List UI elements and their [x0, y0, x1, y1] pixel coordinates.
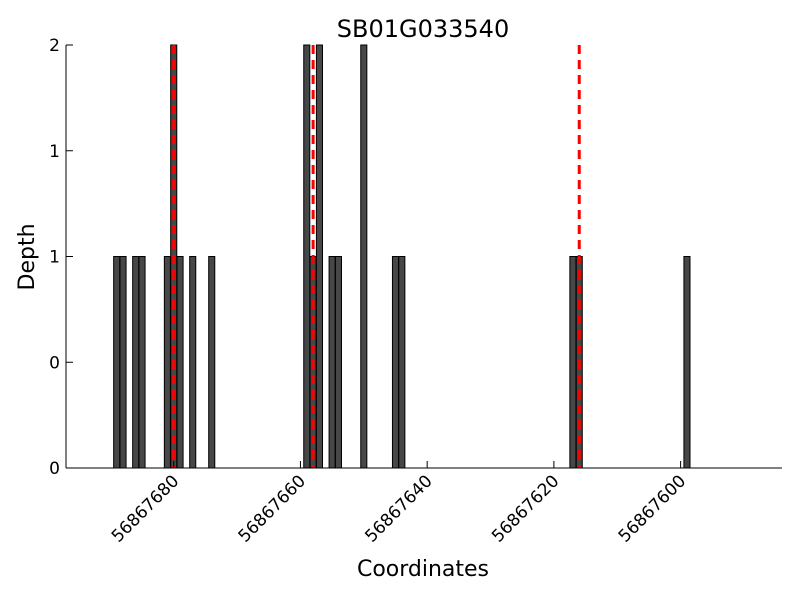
bar	[303, 44, 311, 469]
y-axis-label: Depth	[15, 223, 40, 290]
y-ticks: 0 0 1 1 2	[49, 36, 73, 479]
x-tick-label: 56867680	[108, 471, 183, 546]
bar	[569, 256, 577, 469]
y-tick-label: 1	[49, 142, 60, 162]
bar	[360, 44, 368, 469]
bar	[138, 256, 146, 469]
x-axis-label: Coordinates	[357, 557, 489, 582]
markers-layer	[172, 45, 581, 468]
y-tick-label: 2	[49, 36, 60, 56]
x-ticks: 56867680 56867660 56867640 56867620 56867600	[108, 461, 690, 547]
bar	[119, 256, 127, 469]
bar	[176, 256, 184, 469]
bar	[208, 256, 216, 469]
bar	[391, 256, 400, 469]
chart-title: SB01G033540	[337, 15, 509, 43]
bar	[398, 256, 406, 469]
bars-layer	[113, 44, 691, 469]
y-tick-label: 0	[49, 459, 60, 479]
bar	[328, 256, 336, 469]
x-tick-label: 56867640	[361, 471, 436, 546]
x-tick-label: 56867660	[235, 471, 310, 546]
bar	[113, 256, 121, 469]
bar	[334, 256, 343, 469]
bar	[315, 44, 323, 469]
x-tick-label: 56867600	[615, 471, 690, 546]
y-tick-label: 1	[49, 248, 60, 268]
bar	[189, 256, 197, 469]
bar	[683, 256, 691, 469]
y-tick-label: 0	[49, 353, 60, 373]
x-tick-label: 56867620	[488, 471, 563, 546]
bar	[132, 256, 140, 469]
bar	[163, 256, 171, 469]
